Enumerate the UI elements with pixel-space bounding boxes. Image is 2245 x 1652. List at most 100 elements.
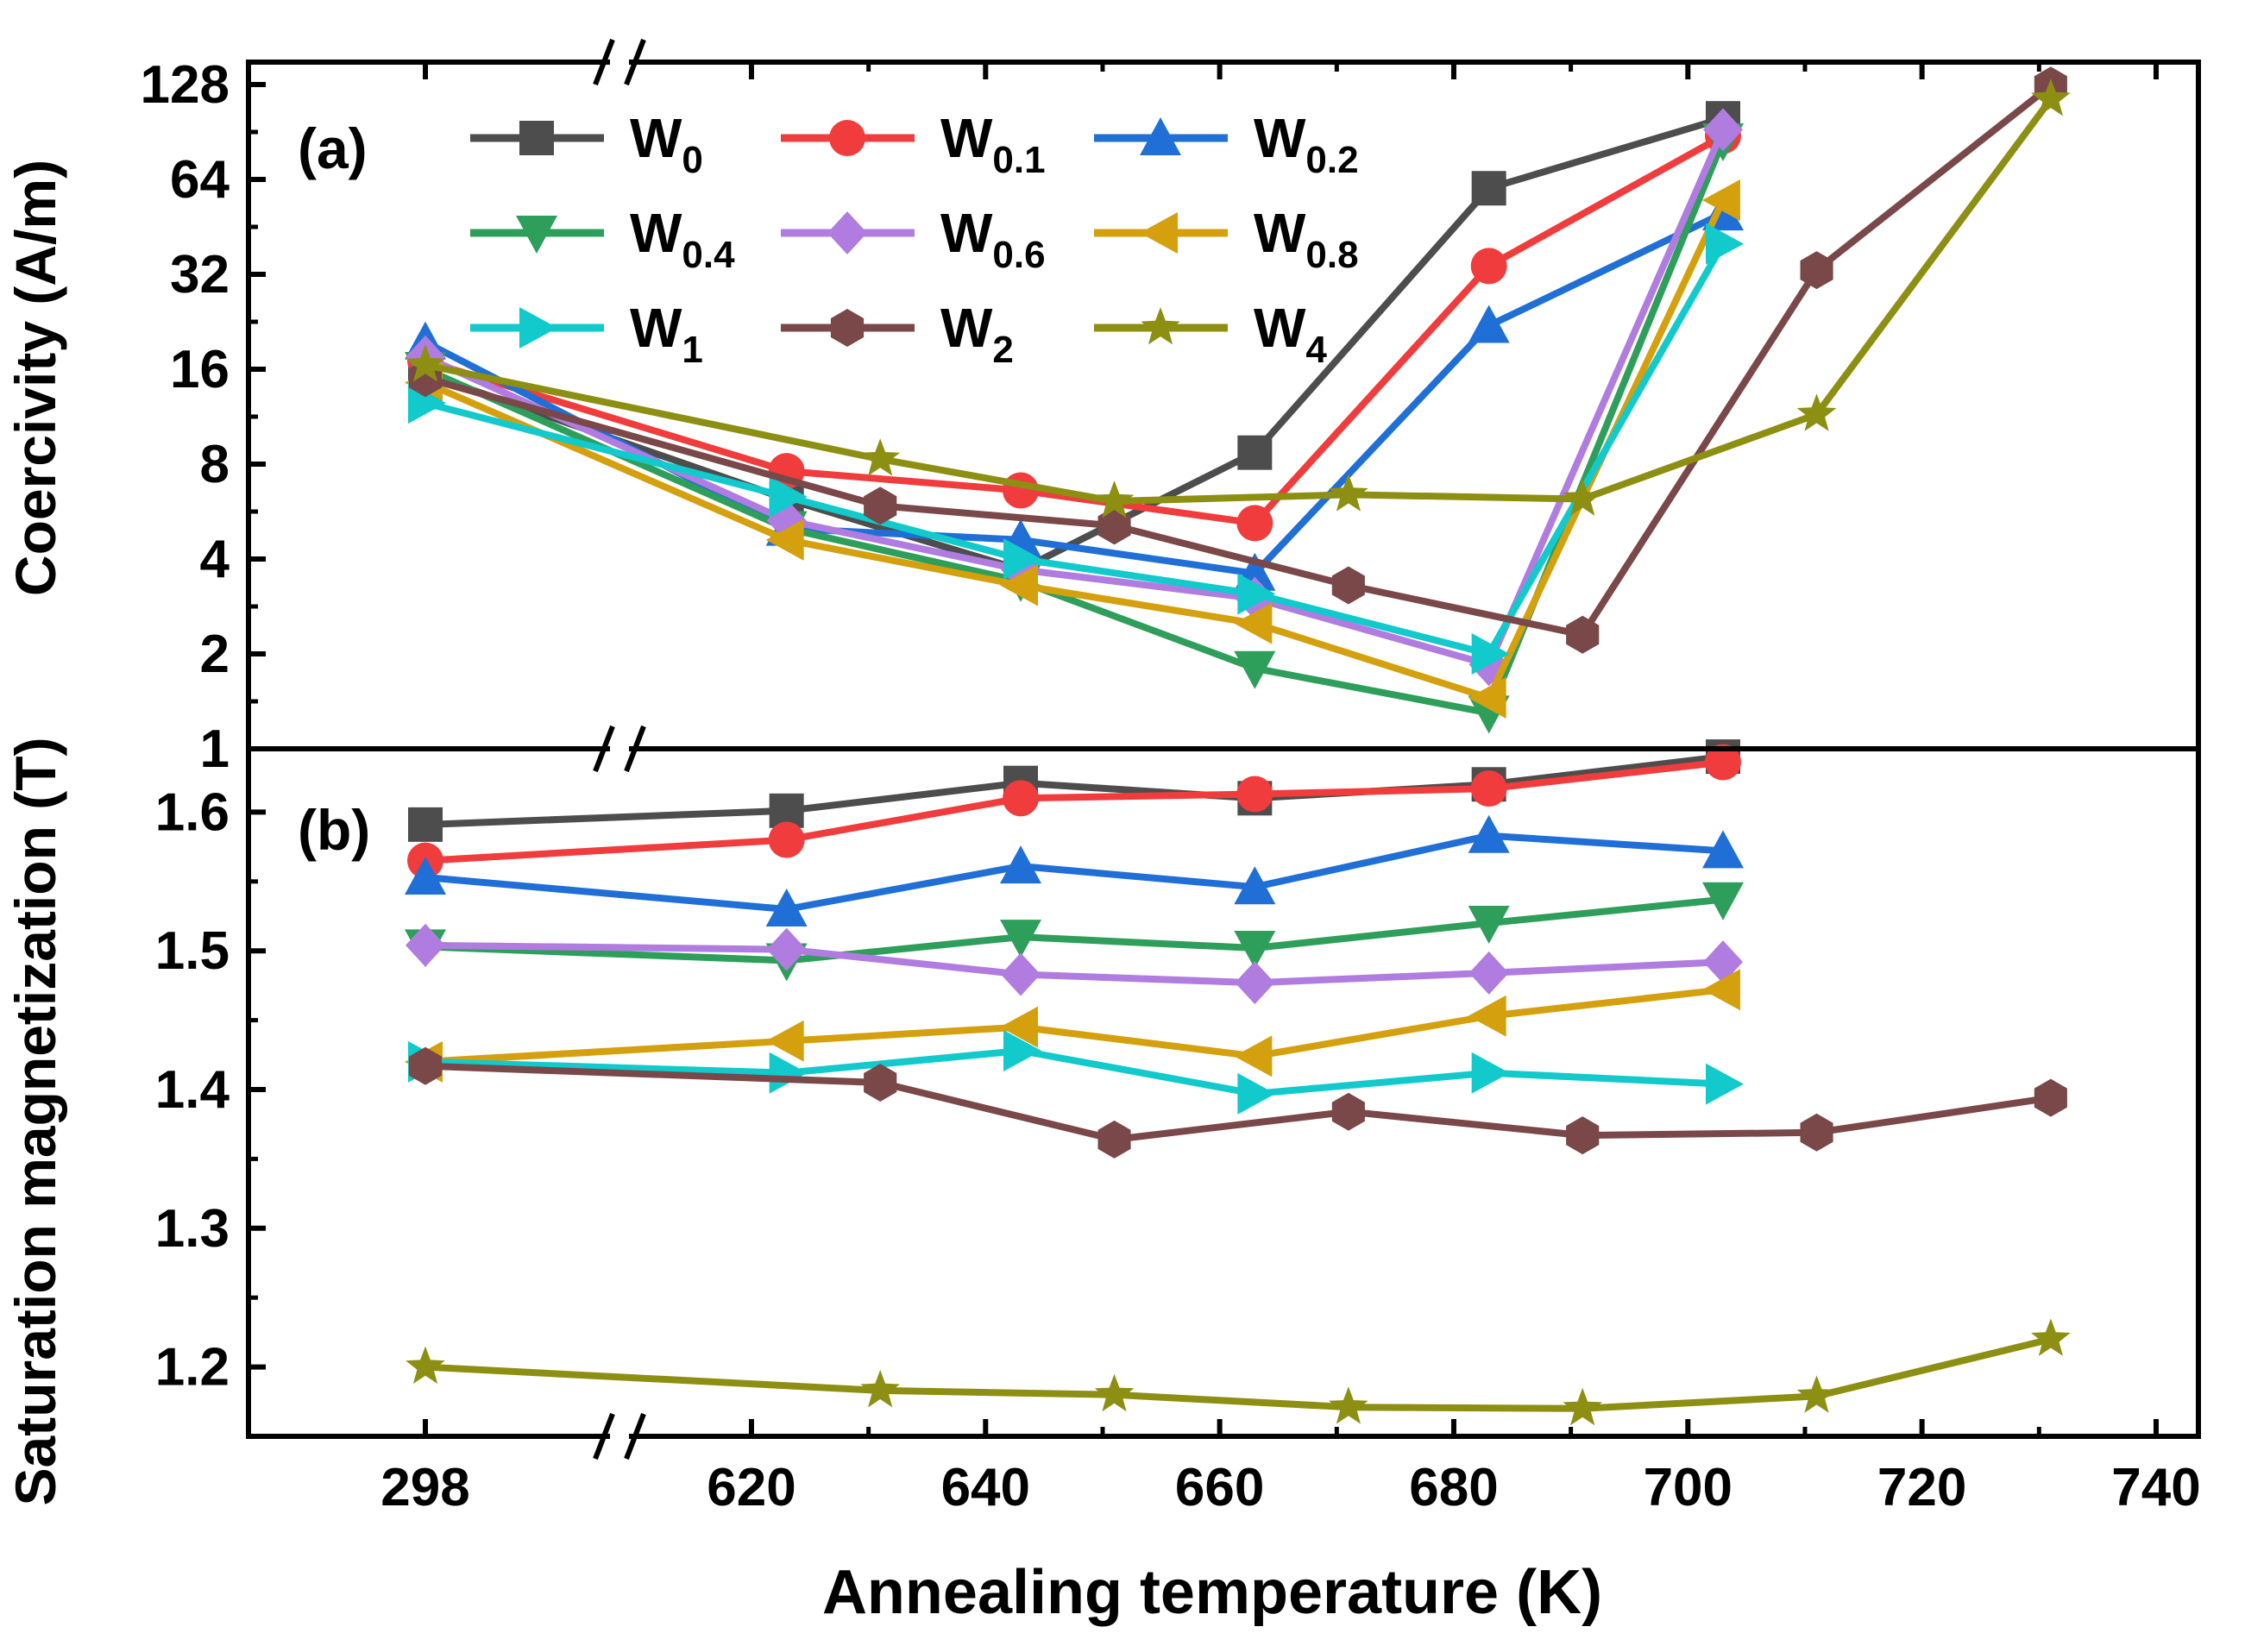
coercivity-series-W0_2 [405,192,1744,591]
saturation-point-W1 [1706,1063,1744,1105]
saturation-line-W0_2 [424,832,1724,913]
coercivity-point-W4 [1094,481,1135,518]
axis-break-gap [610,742,629,756]
axis-break-mark [593,38,615,86]
x-tick-label: 298 [380,1458,469,1517]
legend-marker [1140,117,1181,155]
coercivity-point-W4 [406,344,445,382]
coercivity-point-W4 [860,438,900,476]
coercivity-point-W0_8 [1702,179,1740,222]
saturation-point-W0_1 [1470,770,1507,807]
legend-entry-W0_6: W0.6 [781,202,1046,276]
coercivity-series-W0_8 [405,179,1740,719]
saturation-line-W0 [424,753,1724,828]
legend-label: W2 [940,297,1014,371]
legend-entry-W0_8: W0.8 [1094,202,1359,276]
coercivity-point-W0_1 [1470,248,1507,285]
saturation-point-W0_6 [1703,940,1743,984]
coercivity-point-W0_1 [1003,472,1039,509]
axis-break-mark [624,725,646,773]
panel-label-a: (a) [298,116,368,180]
saturation-point-W0_4 [1000,920,1041,958]
saturation-series-W0_6 [406,923,1743,1005]
saturation-point-W0_8 [1702,969,1740,1011]
saturation-line-W0_4 [424,895,1724,964]
saturation-point-W1 [1471,1052,1510,1094]
saturation-series-W4 [406,1318,2071,1426]
saturation-point-W1 [1237,1072,1276,1115]
saturation-point-W4 [1329,1386,1368,1424]
legend-label: W1 [630,297,703,371]
saturation-line-W4 [424,1335,2052,1412]
panel-label-b: (b) [298,798,370,862]
x-tick-label: 740 [2111,1458,2200,1517]
coercivity-point-W1 [1706,223,1744,265]
legend-entry-W1: W1 [470,297,703,371]
saturation-point-W0_4 [1468,906,1510,945]
legend: W0 W0.1 W0.2 W0.4 W0.6 W0.8 W1 W2 W4 [470,107,1359,371]
axis-break-mark [624,38,646,86]
saturation-point-W0_4 [1234,930,1276,969]
legend-entry-W2: W2 [781,297,1014,371]
saturation-point-W4 [860,1369,900,1408]
legend-marker [519,307,557,349]
saturation-point-W0 [408,807,443,842]
coercivity-point-W4 [2031,79,2071,116]
coercivity-line-W0_8 [424,198,1726,701]
coercivity-point-W0_8 [1000,564,1038,606]
coercivity-point-W4 [1329,474,1368,512]
coercivity-point-W4 [1796,393,1837,431]
saturation-point-W0_6 [766,927,807,971]
coercivity-point-W1 [408,382,446,424]
y-tick-label-a: 64 [170,150,230,210]
panel-a-coercivity: 1 2 4 8 16 32 64 128 [141,55,2071,779]
x-tick-label: 680 [1409,1458,1498,1517]
coercivity-line-W0_2 [424,210,1725,577]
legend-entry-W0_1: W0.1 [781,107,1046,181]
saturation-point-W2 [2034,1078,2067,1117]
x-tick-label: 720 [1877,1458,1966,1517]
coercivity-point-W4 [1563,478,1602,516]
legend-entry-W0: W0 [470,107,703,181]
saturation-point-W0_1 [1705,744,1741,781]
legend-marker [1141,307,1180,345]
saturation-line-W0_1 [424,758,1724,864]
coercivity-point-W2 [1331,566,1365,605]
coercivity-point-W0 [1471,171,1506,206]
saturation-point-W0_6 [1235,961,1275,1005]
legend-label: W0.4 [630,202,735,276]
y-tick-label-a: 16 [170,340,230,399]
coercivity-line-W0_4 [424,139,1726,717]
axis-break-mark [624,1412,646,1460]
saturation-point-W4 [406,1346,445,1384]
saturation-line-W1 [424,1047,1724,1097]
saturation-series-W0 [408,739,1740,842]
saturation-point-W0_4 [1702,882,1744,920]
saturation-series-W0_2 [405,814,1744,927]
y-tick-label-a: 32 [170,245,230,305]
saturation-point-W0_2 [1234,866,1276,905]
coercivity-series-W4 [406,79,2071,518]
saturation-point-W4 [1563,1387,1602,1426]
axis-labels: Coercivity (A/m) Saturation magnetizatio… [3,116,1602,1627]
saturation-point-W0_2 [405,856,446,895]
saturation-point-W0_6 [1468,951,1509,995]
plot-frame [246,38,2201,1460]
y-tick-label-a: 2 [200,625,230,684]
legend-label: W0.8 [1254,202,1359,276]
coercivity-line-W0_6 [424,128,1726,669]
saturation-point-W0_8 [1468,995,1506,1037]
legend-marker [519,121,554,155]
saturation-point-W0_2 [1702,830,1744,869]
x-tick-label: 700 [1644,1458,1732,1517]
x-axis: 298 620 640 660 680 700 720 740 [380,62,2201,1517]
saturation-point-W1 [769,1052,808,1094]
axis-break-gap [610,1429,629,1443]
coercivity-point-W1 [1237,573,1276,615]
saturation-line-W0_6 [424,941,1724,987]
saturation-point-W4 [2031,1318,2071,1356]
legend-entry-W0_4: W0.4 [470,202,735,276]
x-tick-label: 640 [941,1458,1030,1517]
saturation-point-W0_8 [765,1020,804,1062]
saturation-point-W0_1 [1003,780,1039,817]
